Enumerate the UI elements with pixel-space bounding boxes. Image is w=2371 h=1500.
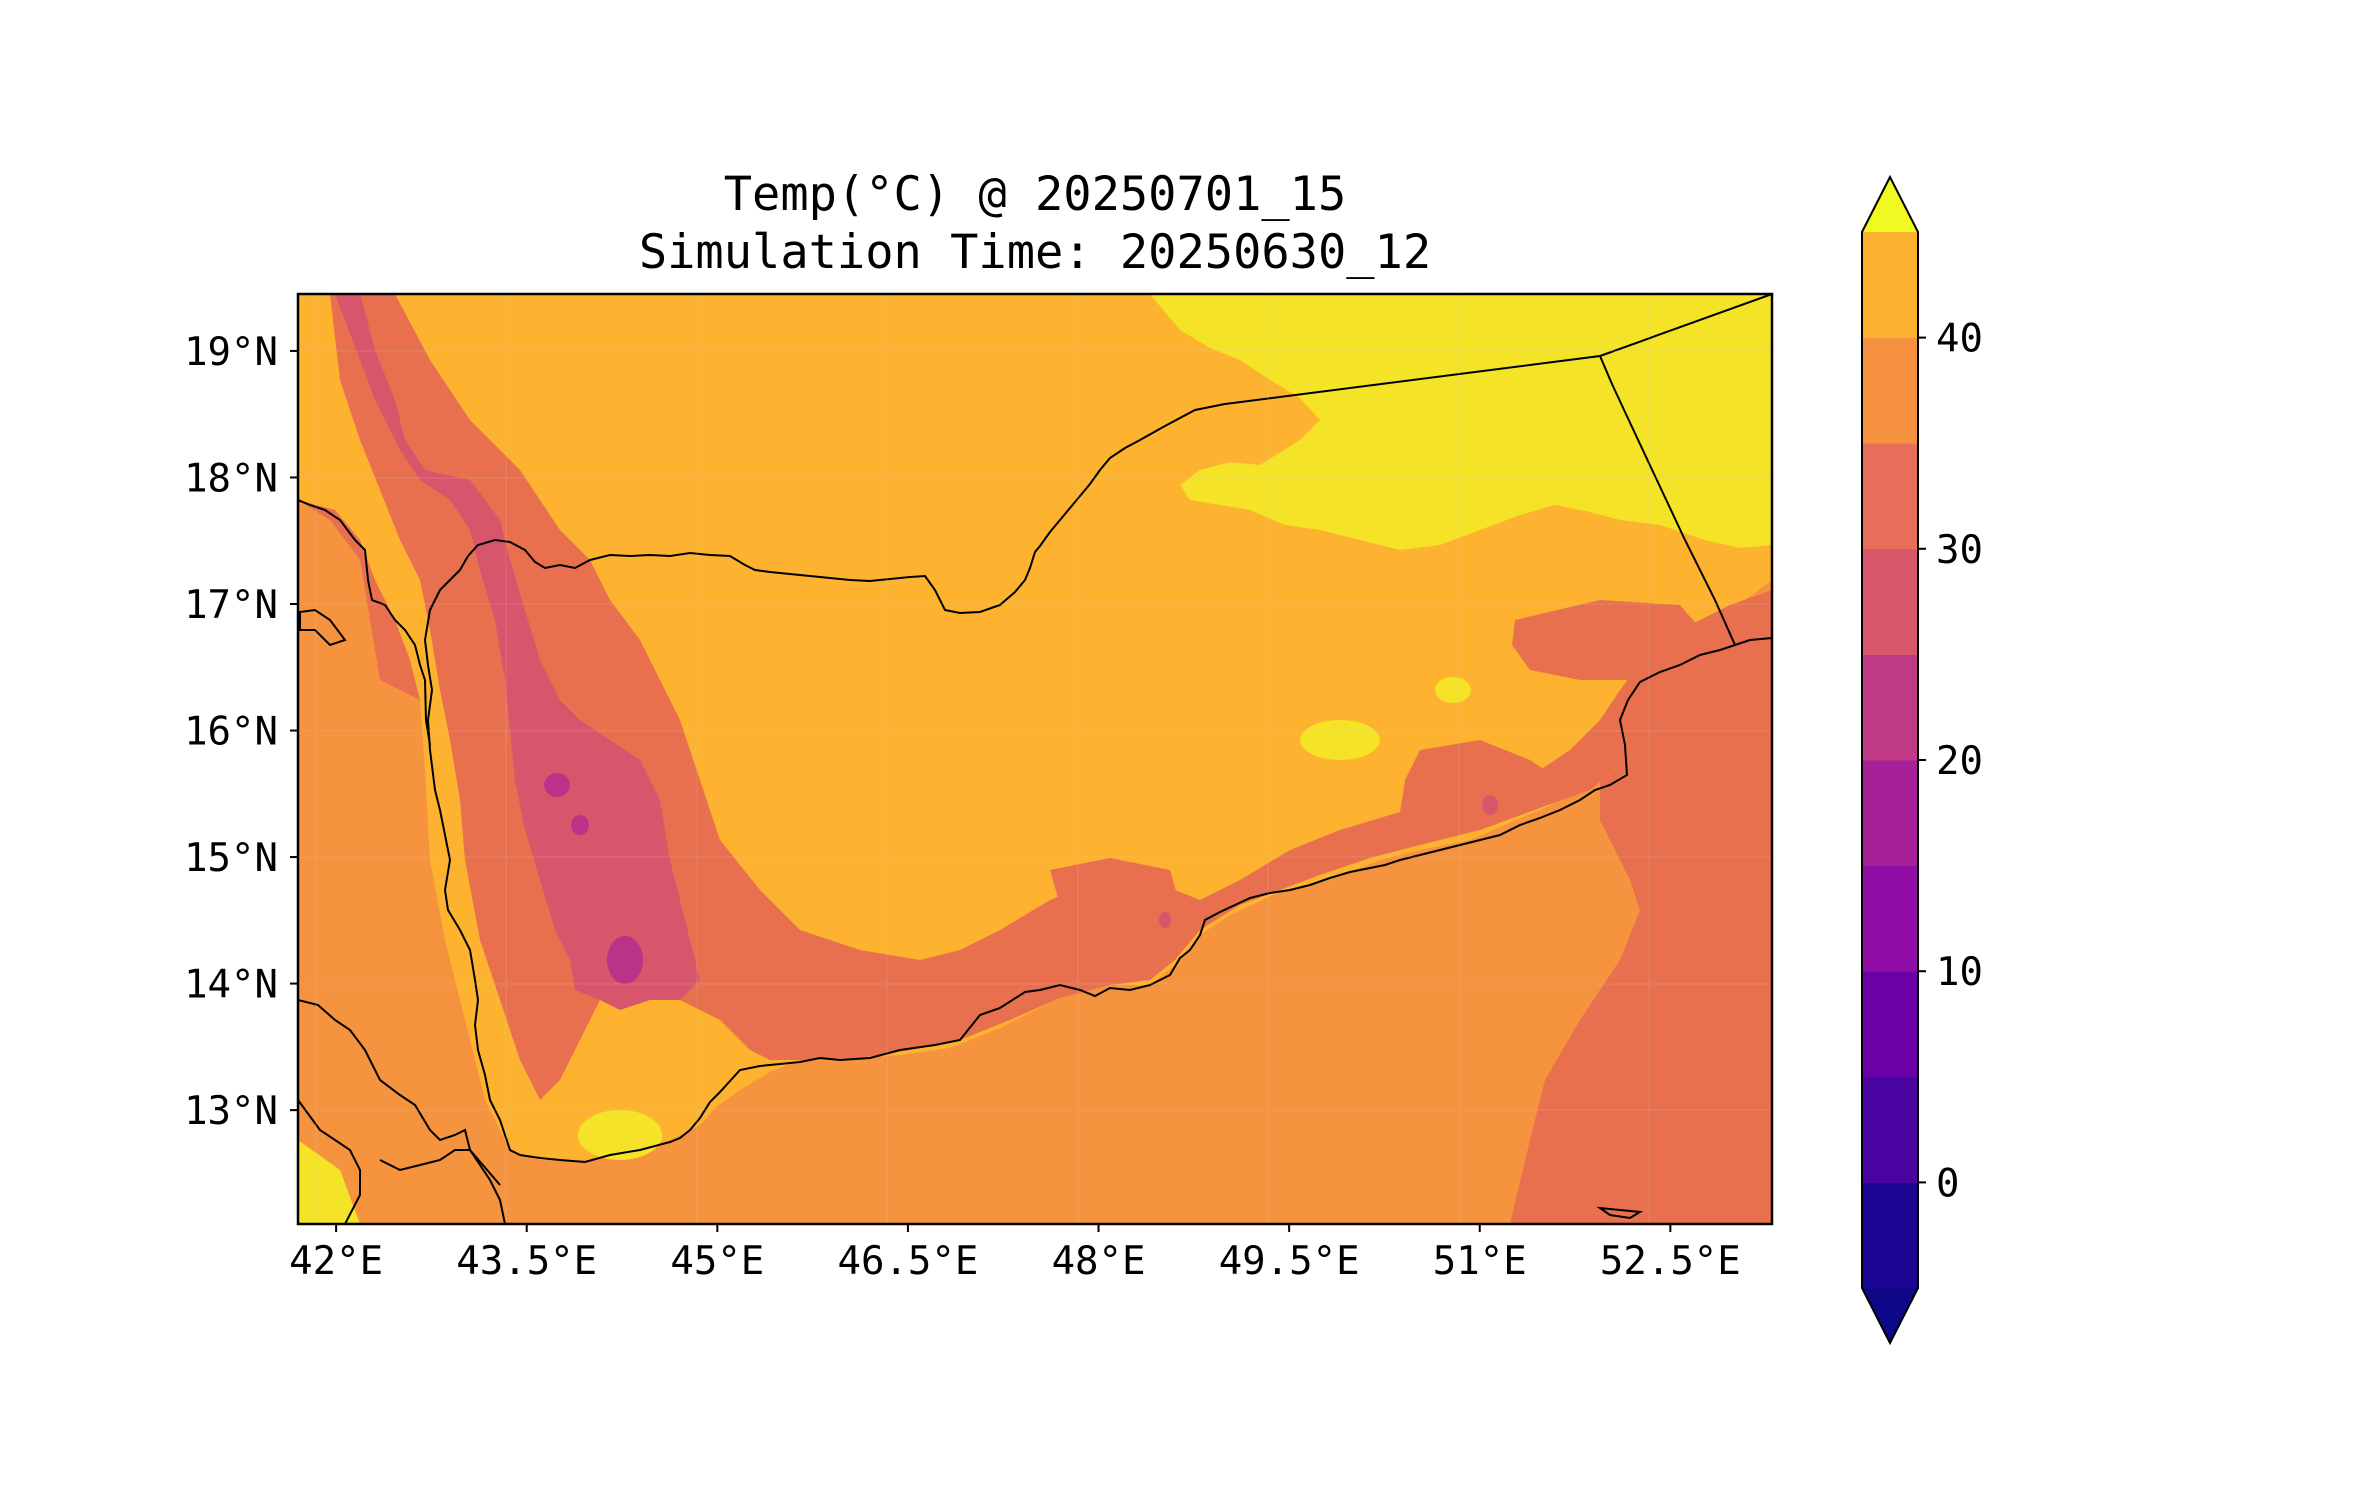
eastern-coast-warm-patch	[1512, 600, 1710, 680]
lat-tick-label: 14°N	[184, 963, 278, 1008]
map-gridlines	[298, 294, 1772, 1224]
colorbar-ticks: 0 10 20 30 40	[1918, 317, 1983, 1206]
lon-tick-label: 43.5°E	[456, 1239, 597, 1284]
lon-tick-label: 45°E	[670, 1239, 764, 1284]
colorbar-under-extension	[1862, 1288, 1918, 1343]
lon-tick-label: 48°E	[1052, 1239, 1146, 1284]
map-title-line-1: Temp(°C) @ 20250701_15	[724, 167, 1347, 222]
lon-tick-label: 51°E	[1433, 1239, 1527, 1284]
lat-tick-label: 18°N	[184, 456, 278, 501]
yemen-red-sea-coast	[467, 354, 1736, 646]
africa-coast-eritrea	[298, 499, 431, 746]
map-frame	[296, 292, 1774, 1226]
lat-tick-label: 13°N	[184, 1089, 278, 1134]
highlands-coolest-spot-2	[544, 773, 570, 797]
arabian-sea-cool-zone	[1510, 600, 1772, 1224]
longitude-axis: 42°E 43.5°E 45°E 46.5°E 48°E 49.5°E 51°E 52.5°E	[289, 1224, 1741, 1284]
lat-tick-label: 17°N	[184, 583, 278, 628]
colorbar-tick-label: 10	[1936, 950, 1983, 995]
colorbar-tick-label: 30	[1936, 528, 1983, 573]
dahlak-islands	[299, 608, 347, 647]
lat-tick-label: 15°N	[184, 836, 278, 881]
rub-al-khali-hottest-zone	[1150, 294, 1772, 550]
coastlines	[298, 294, 1772, 1224]
latitude-axis: 19°N 18°N 17°N 16°N 15°N 14°N 13°N	[184, 330, 298, 1134]
colorbar-tick-label: 20	[1936, 739, 1983, 784]
hot-patch-southwest	[298, 1140, 360, 1224]
socotra-island	[1596, 1206, 1644, 1220]
colorbar-bin	[1862, 865, 1918, 972]
colorbar	[1861, 174, 1919, 1346]
eritrea-ethiopia-border	[298, 1099, 361, 1224]
map-title-line-2: Simulation Time: 20250630_12	[639, 225, 1431, 280]
colorbar-tick-label: 40	[1936, 317, 1983, 362]
hadramawt-cool-spot	[1159, 912, 1171, 928]
highlands-coolest-spot-3	[571, 815, 589, 835]
mahra-warm-patch	[1400, 740, 1560, 830]
colorbar-bin	[1862, 548, 1918, 655]
colorbar-bin	[1862, 232, 1918, 339]
lat-tick-label: 16°N	[184, 710, 278, 755]
highlands-coolest-spot-1	[607, 936, 643, 984]
lon-tick-label: 46.5°E	[837, 1239, 978, 1284]
colorbar-bin	[1862, 971, 1918, 1078]
map-panel	[298, 294, 1772, 1224]
africa-coast-djibouti	[298, 999, 501, 1186]
lat-tick-label: 19°N	[184, 330, 278, 375]
colorbar-outline	[1861, 174, 1919, 1346]
hadramawt-warm-patch	[1050, 858, 1180, 940]
highlands-warm-band	[330, 294, 1772, 1100]
oman-arabian-sea-coast	[1734, 637, 1772, 646]
hot-patch-aden	[578, 1110, 662, 1160]
yemen-south-coast	[423, 555, 1736, 1164]
lon-tick-label: 42°E	[289, 1239, 383, 1284]
colorbar-bin	[1862, 654, 1918, 761]
highlands-cool-zone	[335, 294, 700, 1010]
colorbar-bin	[1862, 1076, 1918, 1183]
red-sea-west-cool-strip	[298, 470, 430, 700]
lon-tick-label: 49.5°E	[1219, 1239, 1360, 1284]
hot-patch-central	[1300, 720, 1380, 760]
saudi-oman-border	[1599, 294, 1772, 357]
colorbar-bin	[1862, 337, 1918, 444]
colorbar-over-extension	[1862, 177, 1918, 232]
colorbar-tick-label: 0	[1936, 1161, 1959, 1206]
lon-tick-label: 52.5°E	[1600, 1239, 1741, 1284]
mahra-cool-spot	[1482, 795, 1498, 815]
colorbar-bin	[1862, 1182, 1918, 1289]
hot-patch-east	[1435, 677, 1471, 703]
colorbar-bin	[1862, 760, 1918, 867]
colorbar-bin	[1862, 443, 1918, 550]
djibouti-somalia-coast	[379, 1149, 506, 1224]
